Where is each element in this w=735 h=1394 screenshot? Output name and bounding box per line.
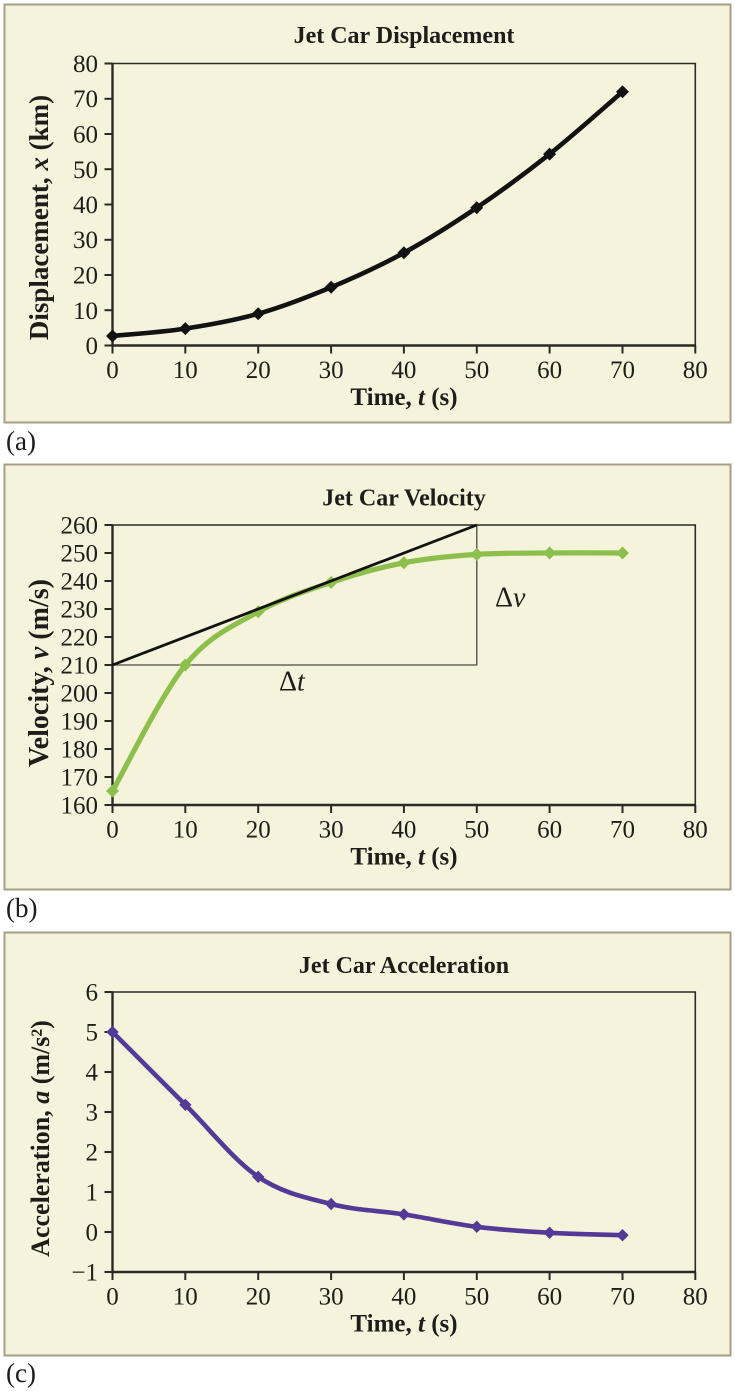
svg-text:80: 80 <box>683 357 708 384</box>
svg-text:(b): (b) <box>6 893 37 923</box>
svg-text:210: 210 <box>61 653 99 680</box>
svg-text:Δt: Δt <box>279 667 306 698</box>
svg-text:20: 20 <box>246 1284 271 1311</box>
svg-text:230: 230 <box>61 597 99 624</box>
svg-text:40: 40 <box>391 817 416 844</box>
svg-text:Δv: Δv <box>495 583 526 614</box>
svg-text:20: 20 <box>73 263 98 290</box>
svg-text:40: 40 <box>391 357 416 384</box>
svg-text:160: 160 <box>61 793 99 820</box>
svg-text:250: 250 <box>61 541 99 568</box>
svg-text:60: 60 <box>537 817 562 844</box>
svg-text:3: 3 <box>86 1100 99 1127</box>
svg-text:240: 240 <box>61 569 99 596</box>
svg-text:Jet Car Displacement: Jet Car Displacement <box>294 23 515 49</box>
svg-text:170: 170 <box>61 765 99 792</box>
svg-text:70: 70 <box>610 1284 635 1311</box>
svg-text:80: 80 <box>683 817 708 844</box>
svg-text:70: 70 <box>610 357 635 384</box>
svg-text:2: 2 <box>86 1140 99 1167</box>
svg-text:10: 10 <box>173 357 198 384</box>
svg-text:(a): (a) <box>6 426 36 456</box>
svg-text:50: 50 <box>73 157 98 184</box>
svg-text:Jet Car Acceleration: Jet Car Acceleration <box>299 953 509 979</box>
svg-text:(c): (c) <box>6 1358 36 1388</box>
svg-text:60: 60 <box>537 357 562 384</box>
svg-text:Acceleration, a (m/s²): Acceleration, a (m/s²) <box>26 1020 55 1257</box>
svg-text:5: 5 <box>86 1020 99 1047</box>
svg-text:Jet Car Velocity: Jet Car Velocity <box>322 486 486 512</box>
svg-text:50: 50 <box>464 817 489 844</box>
svg-text:0: 0 <box>106 357 119 384</box>
svg-text:40: 40 <box>73 192 98 219</box>
svg-text:200: 200 <box>61 681 99 708</box>
svg-text:Displacement, x (km): Displacement, x (km) <box>24 95 54 340</box>
svg-text:80: 80 <box>683 1284 708 1311</box>
svg-text:260: 260 <box>61 513 99 540</box>
svg-text:Time, t (s): Time, t (s) <box>350 844 457 871</box>
svg-text:Time, t (s): Time, t (s) <box>350 1311 457 1338</box>
svg-text:0: 0 <box>106 817 119 844</box>
svg-text:10: 10 <box>173 817 198 844</box>
svg-text:50: 50 <box>464 1284 489 1311</box>
svg-text:190: 190 <box>61 709 99 736</box>
svg-text:6: 6 <box>86 980 99 1007</box>
svg-text:70: 70 <box>73 86 98 113</box>
svg-text:−1: −1 <box>71 1260 98 1287</box>
svg-text:10: 10 <box>173 1284 198 1311</box>
svg-text:0: 0 <box>86 333 99 360</box>
svg-text:70: 70 <box>610 817 635 844</box>
svg-text:0: 0 <box>86 1220 99 1247</box>
svg-text:220: 220 <box>61 625 99 652</box>
svg-text:50: 50 <box>464 357 489 384</box>
svg-text:Velocity, v (m/s): Velocity, v (m/s) <box>24 579 55 767</box>
svg-text:180: 180 <box>61 737 99 764</box>
svg-text:20: 20 <box>246 357 271 384</box>
svg-text:0: 0 <box>106 1284 119 1311</box>
svg-text:60: 60 <box>537 1284 562 1311</box>
svg-text:4: 4 <box>86 1060 99 1087</box>
svg-text:40: 40 <box>391 1284 416 1311</box>
svg-text:30: 30 <box>319 817 344 844</box>
svg-text:30: 30 <box>319 1284 344 1311</box>
svg-text:30: 30 <box>319 357 344 384</box>
svg-text:60: 60 <box>73 122 98 149</box>
svg-text:1: 1 <box>86 1180 99 1207</box>
svg-text:80: 80 <box>73 51 98 78</box>
svg-text:Time, t (s): Time, t (s) <box>350 384 457 411</box>
svg-text:10: 10 <box>73 298 98 325</box>
svg-text:20: 20 <box>246 817 271 844</box>
svg-text:30: 30 <box>73 227 98 254</box>
